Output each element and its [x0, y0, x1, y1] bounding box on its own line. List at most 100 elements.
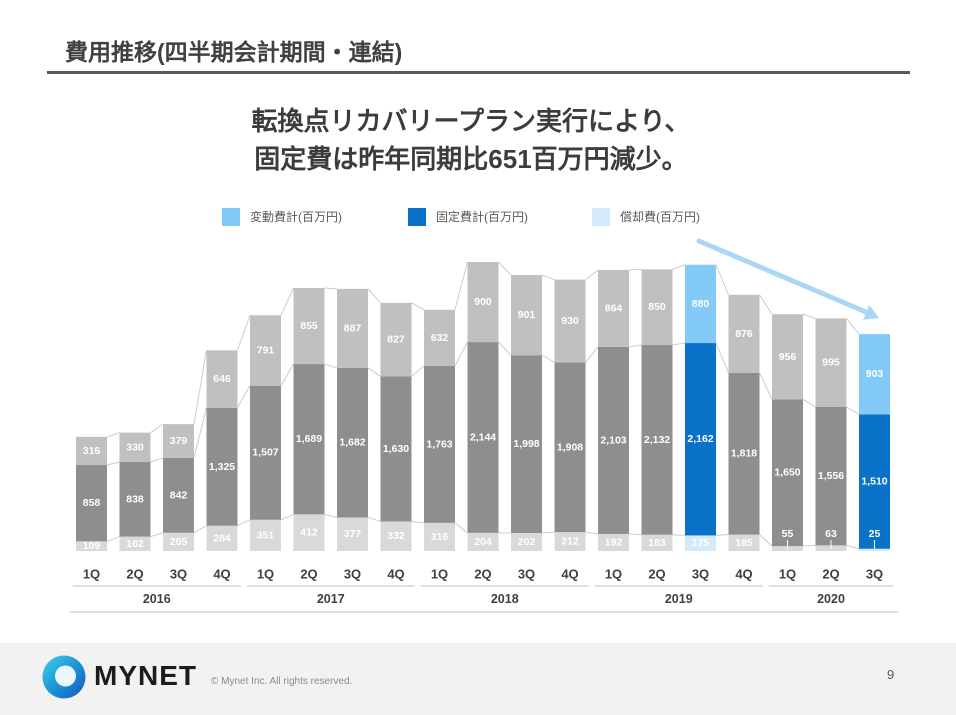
series-line — [324, 287, 338, 290]
data-label: 212 — [561, 536, 579, 548]
series-line — [541, 531, 555, 534]
quarter-tick-label: 3Q — [170, 567, 187, 582]
series-line — [150, 532, 164, 538]
bar-stack: 316 1,763 632 — [424, 309, 455, 551]
data-label: 412 — [300, 527, 318, 539]
bar-segment — [380, 302, 412, 377]
bar-segment — [511, 355, 542, 534]
series-line — [802, 313, 816, 319]
bar-segment — [641, 269, 673, 346]
quarter-tick-label: 2Q — [126, 567, 143, 582]
data-label: 1,630 — [383, 443, 409, 455]
bar-segment — [380, 376, 412, 522]
quarter-tick-label: 3Q — [866, 567, 883, 582]
year-label: 2016 — [143, 592, 171, 606]
bar-segment — [293, 287, 325, 365]
legend-swatch-fixed-cost — [408, 208, 426, 226]
year-label: 2017 — [317, 592, 345, 606]
data-label: 930 — [561, 315, 579, 327]
data-label: 162 — [126, 538, 144, 550]
legend-item-variable-cost: 変動費計(百万円) — [222, 208, 342, 226]
bar-segment — [119, 462, 151, 537]
bar-segment — [163, 424, 194, 458]
bar-stack: 377 1,682 887 — [337, 288, 368, 551]
bar-segment — [119, 432, 151, 463]
bar-segment — [424, 522, 455, 551]
quarter-tick-label: 2Q — [648, 567, 665, 582]
bar-segment — [467, 262, 499, 343]
data-label: 876 — [735, 328, 753, 340]
bar-stack: 162 838 330 — [119, 432, 151, 551]
data-label: 632 — [431, 332, 449, 344]
bar-segment — [772, 314, 803, 400]
series-lines — [106, 261, 860, 550]
data-label: 838 — [126, 493, 144, 505]
bar-segment — [641, 534, 673, 551]
bar-stack: 205 842 379 — [163, 424, 194, 551]
quarter-tick-label: 2Q — [474, 567, 491, 582]
bar-segment — [250, 519, 281, 551]
series-line — [541, 274, 555, 281]
legend-swatch-depreciation — [592, 208, 610, 226]
bar-segment — [206, 350, 238, 408]
series-line — [150, 423, 164, 434]
data-label: 379 — [170, 435, 188, 447]
cost-stacked-bar-chart: 109 858 316 1Q 162 838 330 2Q 205 842 379 3Q 284 1,32… — [70, 238, 898, 613]
series-line — [280, 513, 294, 521]
bar-segment — [598, 269, 629, 347]
bar-segment — [554, 279, 586, 363]
trend-arrow-shaft — [696, 238, 869, 315]
data-label: 850 — [648, 301, 666, 313]
series-line — [846, 406, 860, 415]
bar-segment — [250, 315, 281, 386]
quarter-tick-label: 3Q — [518, 567, 535, 582]
bar-segment — [337, 288, 368, 368]
bar-segment — [859, 334, 890, 415]
series-line — [367, 516, 381, 522]
series-line — [802, 544, 816, 547]
data-label: 109 — [83, 540, 101, 552]
data-label: 2,103 — [600, 434, 626, 446]
data-label: 175 — [692, 537, 710, 549]
data-label: 2,132 — [644, 434, 670, 446]
bar-stack: 202 1,998 901 — [511, 275, 542, 551]
trend-arrow — [696, 238, 879, 320]
data-label: 995 — [822, 357, 840, 369]
year-label: 2018 — [491, 592, 519, 606]
legend-label: 変動費計(百万円) — [250, 210, 342, 224]
page-number: 9 — [887, 667, 895, 682]
series-line — [193, 525, 207, 534]
series-line — [411, 520, 425, 524]
quarter-tick-label: 1Q — [431, 567, 448, 582]
legend-label: 固定費計(百万円) — [436, 210, 528, 224]
bar-segment — [728, 372, 760, 535]
data-label: 204 — [474, 536, 492, 548]
series-line — [324, 363, 338, 369]
bar-segment — [163, 532, 194, 551]
bar-stack: 212 1,908 930 — [554, 279, 586, 551]
bar-stack: 284 1,325 646 — [206, 350, 238, 551]
data-label: 192 — [605, 536, 623, 548]
mynet-logo-icon — [42, 655, 86, 699]
series-line — [367, 367, 381, 377]
data-label: 1,908 — [557, 441, 583, 453]
data-label: 880 — [692, 298, 710, 310]
series-line — [628, 268, 642, 271]
data-label: 842 — [170, 489, 188, 501]
series-line — [106, 432, 120, 438]
headline: 転換点リカバリープラン実行により、 固定費は昨年同期比651百万円減少。 — [0, 102, 942, 178]
series-line — [280, 363, 294, 386]
bar-segment — [685, 264, 716, 344]
data-label: 855 — [300, 320, 318, 332]
series-line — [324, 513, 338, 518]
data-label: 1,998 — [513, 438, 539, 450]
series-line — [672, 342, 686, 346]
bar-stack: 185 1,818 876 — [728, 294, 760, 551]
series-line — [106, 536, 120, 542]
bar-segment — [337, 517, 368, 551]
series-line — [672, 534, 686, 536]
data-label: 332 — [387, 530, 405, 542]
title-underline — [47, 71, 910, 74]
data-label: 185 — [735, 537, 753, 549]
page-title: 費用推移(四半期会計期間・連結) — [65, 39, 403, 65]
